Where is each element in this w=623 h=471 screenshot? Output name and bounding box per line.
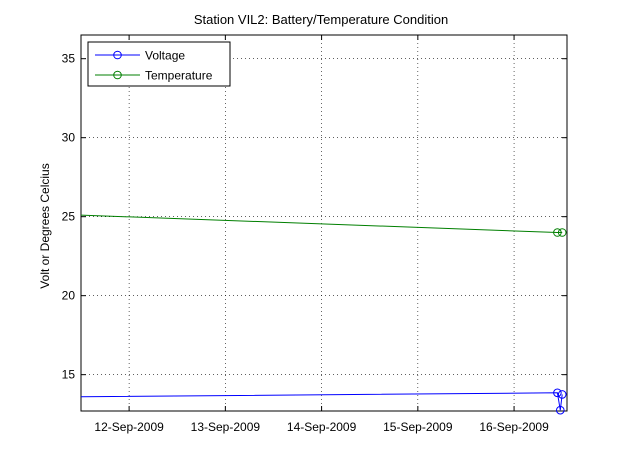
chart-title: Station VIL2: Battery/Temperature Condit… (194, 12, 448, 27)
y-tick-label: 25 (62, 210, 76, 224)
voltage-data-point (556, 405, 565, 415)
legend: Voltage Temperature (87, 41, 231, 87)
legend-temperature-label: Temperature (145, 69, 213, 83)
plot-area-frame (80, 34, 568, 412)
voltage-data-point (553, 388, 562, 398)
series (80, 214, 567, 415)
x-tick-label: 13-Sep-2009 (191, 420, 261, 434)
legend-box (87, 41, 231, 87)
x-tick-label: 16-Sep-2009 (479, 420, 549, 434)
y-tick-label: 20 (62, 289, 76, 303)
y-axis-label: Volt or Degrees Celcius (38, 163, 52, 288)
temperature-data-point (557, 228, 567, 237)
x-tick-label: 15-Sep-2009 (383, 420, 453, 434)
legend-temperature-marker (113, 70, 122, 80)
x-tick-label: 14-Sep-2009 (287, 420, 357, 434)
temperature-series-line (80, 214, 563, 233)
y-tick-label: 15 (62, 368, 76, 382)
y-tick-label: 35 (62, 52, 76, 66)
legend-voltage-label: Voltage (145, 49, 185, 63)
temperature-data-point (553, 228, 562, 237)
axis-ticks: 12-Sep-2009 13-Sep-2009 14-Sep-2009 15-Sep-… (62, 35, 567, 434)
voltage-series-line (80, 392, 563, 411)
y-tick-label: 30 (62, 131, 76, 145)
x-tick-label: 12-Sep-2009 (94, 420, 164, 434)
voltage-data-point (557, 390, 567, 399)
legend-voltage-marker (113, 50, 122, 60)
